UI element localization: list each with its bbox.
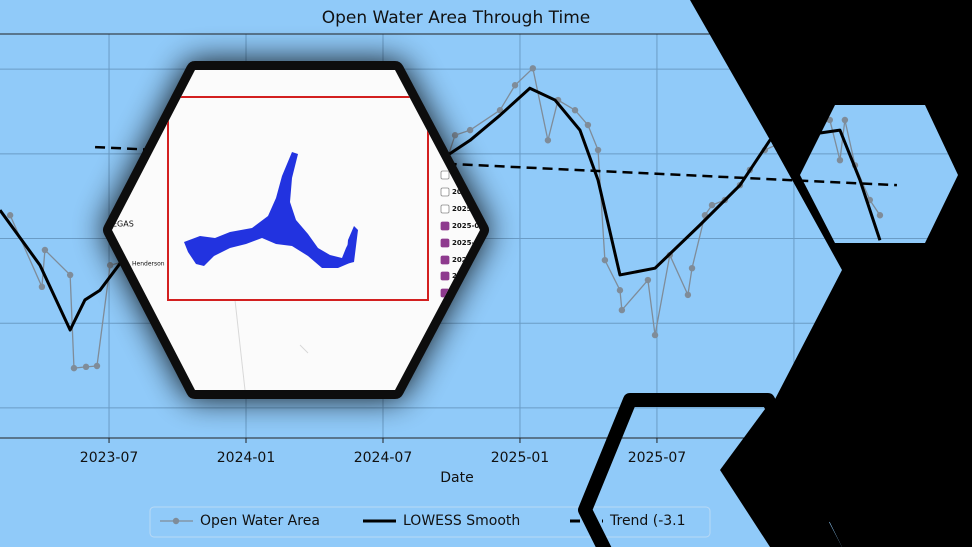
data-point	[688, 264, 696, 272]
x-tick-label: 2024-07	[354, 450, 413, 466]
data-point	[571, 107, 579, 114]
layer-label: 2025-0	[452, 205, 479, 213]
legend-box	[149, 506, 711, 538]
checkbox	[440, 255, 450, 265]
data-point	[651, 331, 659, 339]
lake	[184, 152, 356, 268]
data-point	[511, 82, 519, 89]
legend-label: Trend (-3.1	[609, 513, 686, 529]
series-line	[0, 86, 882, 332]
data-point	[584, 121, 592, 129]
data-point	[594, 146, 602, 154]
inset-map: EGAS Henderson 20242025-02025-012025-012…	[112, 70, 484, 390]
chart-title: Open Water Area Through Time	[322, 8, 591, 28]
map-extent	[167, 96, 429, 301]
x-tick-label: 2025-01	[491, 450, 550, 466]
checkbox	[440, 187, 450, 197]
data-point	[529, 65, 537, 72]
data-point	[836, 156, 844, 164]
x-tick-label: 2023-07	[80, 450, 139, 466]
hexagon-ring	[578, 393, 837, 547]
data-point	[841, 116, 849, 124]
data-point	[684, 291, 692, 299]
map-place: Henderson	[132, 261, 165, 268]
data-point	[876, 212, 884, 219]
data-point	[601, 256, 609, 264]
layer-label: 2025-01	[452, 222, 484, 230]
data-point	[66, 271, 74, 279]
checkbox	[440, 170, 450, 180]
data-point	[466, 126, 474, 134]
data-point	[708, 201, 716, 209]
data-point	[6, 212, 14, 219]
checkbox	[440, 204, 450, 214]
data-point	[496, 107, 504, 114]
legend-marker	[172, 517, 180, 525]
layer-label: 2025	[452, 256, 472, 264]
overlay-triangle	[720, 405, 842, 547]
layer-label: 2025-01	[452, 239, 484, 247]
x-tick-label: 2025-07	[628, 450, 687, 466]
lake-arm	[346, 226, 358, 264]
x-tick-label: 2023-01	[0, 450, 1, 466]
data-point	[41, 246, 49, 254]
legend-label: Open Water Area	[200, 513, 320, 529]
data-point	[544, 137, 552, 144]
data-point	[616, 287, 624, 294]
data-point	[82, 363, 90, 371]
data-point	[451, 132, 459, 139]
checkbox	[440, 238, 450, 248]
legend-label: LOWESS Smooth	[403, 513, 520, 529]
data-point	[644, 276, 652, 284]
data-point	[38, 283, 46, 291]
map-place: EGAS	[112, 220, 134, 229]
checkbox	[440, 271, 450, 281]
x-ticks: 2023-01 2023-07 2024-01 2024-07 2025-01 2025-…	[0, 438, 823, 466]
checkbox	[440, 221, 450, 231]
data-point	[93, 362, 101, 370]
x-axis-label: Date	[440, 470, 473, 486]
data-point	[70, 364, 78, 372]
overlay	[690, 0, 972, 547]
legend: Open Water Area LOWESS Smooth Trend (-3.1	[149, 506, 711, 538]
data-point	[106, 262, 114, 269]
x-tick-label: 2024-01	[217, 450, 276, 466]
data-point	[618, 306, 626, 314]
